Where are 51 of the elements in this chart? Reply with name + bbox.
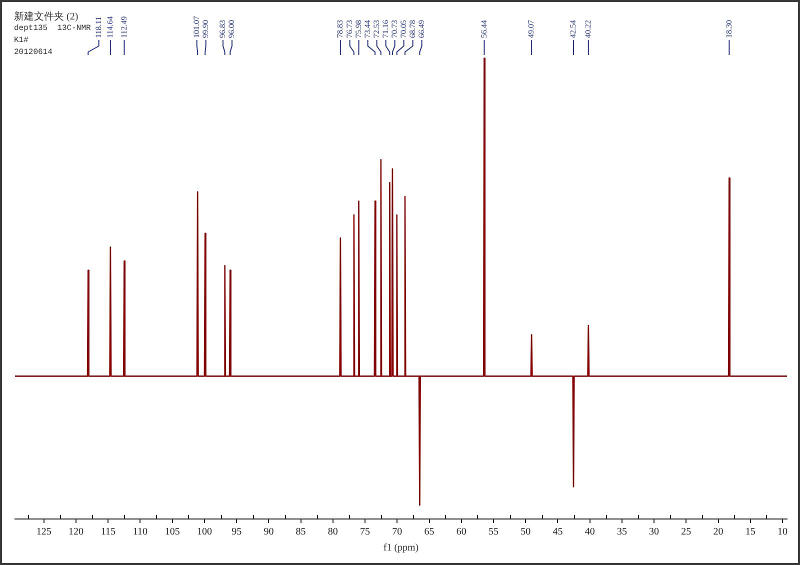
annotation: 96.00 — [227, 20, 236, 38]
annotation: 71.16 — [380, 20, 390, 38]
x-tick-label: 15 — [745, 526, 756, 538]
annotation: 73.44 — [362, 20, 372, 38]
x-tick-label: 125 — [36, 526, 52, 538]
x-tick-label: 50 — [520, 526, 531, 538]
annotation: 99.90 — [200, 20, 210, 38]
annotation: 40.22 — [584, 20, 593, 38]
x-tick-label: 105 — [164, 526, 180, 538]
annotation: 68.78 — [408, 20, 417, 38]
x-tick-label: 90 — [264, 526, 274, 538]
text: K1# — [14, 36, 29, 46]
annotation: 75.98 — [354, 20, 363, 38]
x-tick-label: 25 — [681, 526, 692, 538]
annotation: 49.07 — [526, 20, 536, 38]
chart-subtitle: dept135 13C-NMR — [14, 24, 92, 34]
x-tick-label: 95 — [232, 526, 242, 538]
annotation: 18.30 — [724, 20, 734, 38]
annotation: 96.83 — [218, 20, 228, 38]
annotation: 56.44 — [479, 20, 488, 38]
x-tick-label: 60 — [456, 526, 466, 538]
x-axis-title: f1 (ppm) — [383, 542, 419, 554]
x-tick-label: 55 — [488, 526, 498, 538]
x-tick-label: 70 — [392, 526, 402, 538]
x-tick-label: 35 — [616, 526, 627, 538]
x-tick-label: 115 — [100, 526, 116, 538]
x-tick-label: 20 — [713, 526, 724, 538]
annotation: 70.05 — [398, 20, 408, 38]
chart-title: 新建文件夹 (2) — [14, 10, 78, 23]
x-tick-label: 10 — [778, 526, 788, 538]
x-tick-label: 85 — [296, 526, 306, 538]
x-tick-label: 120 — [68, 526, 84, 538]
x-tick-label: 80 — [328, 526, 338, 538]
x-tick-label: 75 — [360, 526, 370, 538]
x-tick-label: 65 — [424, 526, 434, 538]
annotation: 78.83 — [336, 20, 345, 38]
x-tick-label: 30 — [649, 526, 660, 538]
text: 20120614 — [14, 48, 53, 58]
annotation: 70.73 — [390, 20, 399, 38]
annotation: 66.49 — [416, 20, 426, 38]
annotation: 112.49 — [119, 16, 128, 38]
x-tick-label: 100 — [196, 526, 212, 538]
annotation: 72.53 — [372, 20, 381, 38]
annotation: 42.54 — [568, 20, 578, 38]
x-tick-label: 40 — [584, 526, 595, 538]
annotation: 101.07 — [192, 16, 201, 38]
annotation: 118.11 — [94, 16, 103, 38]
x-tick-label: 45 — [552, 526, 563, 538]
annotation: 114.64 — [106, 16, 115, 38]
x-tick-label: 110 — [132, 526, 148, 538]
annotation: 76.73 — [344, 20, 354, 38]
